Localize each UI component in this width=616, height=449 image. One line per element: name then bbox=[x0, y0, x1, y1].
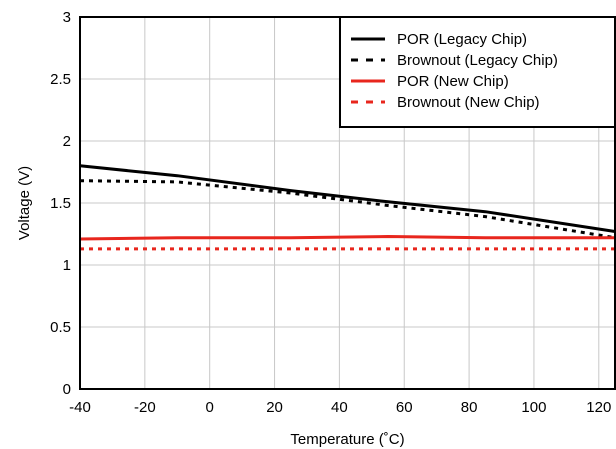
y-tick-label: 3 bbox=[63, 9, 71, 26]
legend-box bbox=[339, 16, 616, 128]
y-tick-label: 2.5 bbox=[50, 71, 71, 88]
legend: POR (Legacy Chip) Brownout (Legacy Chip) P… bbox=[339, 16, 616, 128]
x-tick-label: -40 bbox=[69, 399, 91, 416]
legend-label: Brownout (New Chip) bbox=[397, 94, 540, 111]
series-line-1 bbox=[79, 164, 616, 233]
series-group bbox=[79, 164, 616, 251]
y-tick-label: 1 bbox=[63, 257, 71, 274]
y-tick-label: 0.5 bbox=[50, 319, 71, 336]
tick-labels: -40 -20 0 20 40 60 80 100 120 0 0.5 1 1.5 2 2.5 3 bbox=[50, 9, 611, 416]
y-tick-label: 2 bbox=[63, 133, 71, 150]
x-tick-label: 40 bbox=[331, 399, 348, 416]
x-axis-title: Temperature (˚C) bbox=[290, 431, 404, 448]
x-tick-label: 100 bbox=[521, 399, 546, 416]
y-axis-title: Voltage (V) bbox=[16, 166, 33, 240]
series-line-3 bbox=[79, 234, 615, 241]
x-tick-label: 120 bbox=[586, 399, 611, 416]
series-line-2 bbox=[79, 179, 616, 240]
x-tick-label: 60 bbox=[396, 399, 413, 416]
x-tick-label: 20 bbox=[266, 399, 283, 416]
legend-label: POR (Legacy Chip) bbox=[397, 31, 527, 48]
x-tick-label: 0 bbox=[206, 399, 214, 416]
x-tick-label: 80 bbox=[461, 399, 478, 416]
legend-label: Brownout (Legacy Chip) bbox=[397, 52, 558, 69]
y-tick-label: 1.5 bbox=[50, 195, 71, 212]
legend-label: POR (New Chip) bbox=[397, 73, 509, 90]
x-tick-label: -20 bbox=[134, 399, 156, 416]
y-tick-label: 0 bbox=[63, 381, 71, 398]
